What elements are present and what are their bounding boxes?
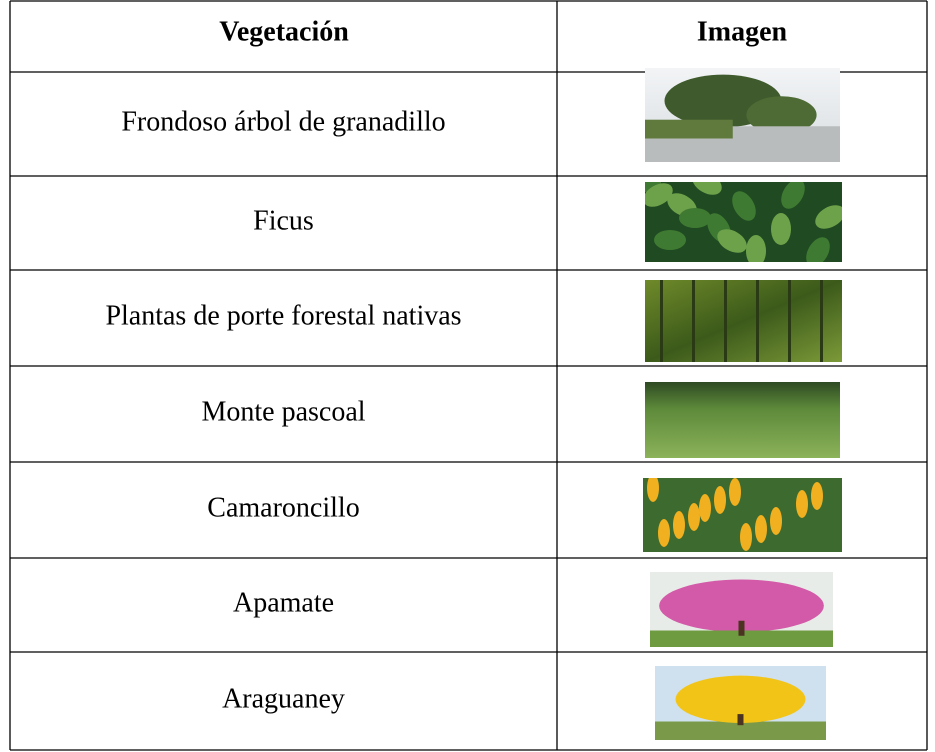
trunk: [756, 280, 759, 362]
header-cell: Vegetación: [219, 16, 349, 47]
grass: [645, 119, 733, 139]
leaf: [679, 208, 711, 228]
trunk: [724, 280, 727, 362]
flower: [647, 478, 659, 502]
image: [655, 666, 826, 740]
trunk: [660, 280, 663, 362]
leaf: [732, 191, 756, 221]
meadow: [645, 382, 840, 458]
crown: [659, 579, 824, 632]
image: [650, 572, 833, 647]
image: [645, 382, 840, 458]
trunk: [788, 280, 791, 362]
cell-text: Camaroncillo: [207, 492, 359, 523]
leaf: [771, 213, 791, 245]
image: [645, 68, 840, 162]
trunk: [692, 280, 695, 362]
leaf: [746, 235, 766, 262]
flower: [714, 486, 726, 514]
leaf: [781, 182, 805, 209]
trunk: [737, 714, 744, 726]
flower: [740, 523, 752, 551]
crown: [675, 675, 806, 723]
flower: [770, 507, 782, 535]
cell-text: Ficus: [253, 205, 314, 236]
image: [645, 182, 842, 262]
forest: [645, 280, 842, 362]
trunk: [738, 620, 745, 636]
header-cell: Imagen: [697, 16, 788, 47]
trunk: [820, 280, 823, 362]
cell-text: Araguaney: [222, 683, 345, 714]
flower: [688, 503, 700, 531]
flower: [673, 511, 685, 539]
lawn: [650, 630, 833, 647]
leaf: [645, 183, 673, 207]
leaf: [815, 205, 842, 229]
lawn: [655, 721, 826, 740]
flower: [796, 490, 808, 518]
flower: [755, 515, 767, 543]
flower: [811, 482, 823, 510]
flower: [699, 494, 711, 522]
flower: [729, 478, 741, 506]
tree: [746, 96, 817, 134]
cell-text: Apamate: [233, 587, 334, 618]
cell-text: Plantas de porte forestal nativas: [105, 300, 461, 331]
cell-text: Frondoso árbol de granadillo: [121, 106, 445, 137]
leaf: [806, 237, 830, 262]
leaf: [654, 230, 686, 250]
leaf: [717, 229, 747, 253]
image: [645, 280, 842, 362]
flower: [658, 519, 670, 547]
cell-text: Monte pascoal: [201, 396, 365, 427]
image: [643, 478, 842, 552]
leaf: [692, 182, 722, 195]
